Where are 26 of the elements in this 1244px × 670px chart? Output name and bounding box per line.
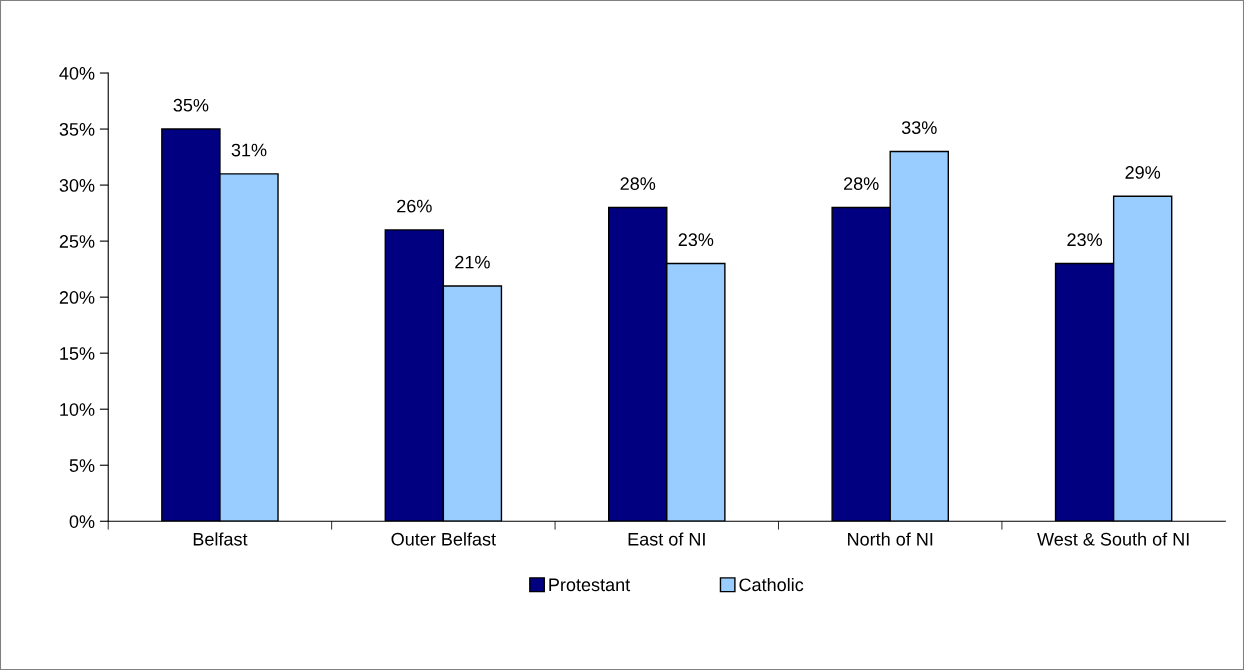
data-label: 29% bbox=[1125, 166, 1161, 179]
x-tick-label: Outer Belfast bbox=[391, 532, 496, 546]
data-label: 31% bbox=[231, 143, 267, 157]
y-tick-label: 15% bbox=[60, 347, 95, 360]
data-label: 35% bbox=[173, 98, 209, 112]
data-label: 28% bbox=[620, 177, 656, 191]
x-tick-label: North of NI bbox=[848, 532, 933, 546]
data-label: 28% bbox=[844, 177, 879, 191]
data-label: 23% bbox=[678, 233, 714, 247]
y-tick-label: 30% bbox=[59, 179, 95, 192]
y-tick-label: 40% bbox=[59, 66, 95, 80]
x-tick-label: East of NI bbox=[628, 532, 705, 546]
y-tick-label: 5% bbox=[69, 459, 95, 472]
data-label: 23% bbox=[1067, 233, 1103, 247]
data-label: 33% bbox=[901, 121, 937, 135]
y-tick-label: 35% bbox=[59, 122, 95, 136]
x-tick-label: West & South of NI bbox=[1037, 532, 1189, 546]
legend-label: Protestant bbox=[549, 578, 631, 592]
y-tick-label: 20% bbox=[59, 291, 95, 304]
data-label: 21% bbox=[455, 255, 490, 269]
data-label: 26% bbox=[397, 199, 432, 213]
x-tick-label: Belfast bbox=[193, 532, 248, 546]
y-tick-label: 25% bbox=[59, 235, 95, 248]
legend-label: Catholic bbox=[739, 577, 804, 592]
y-tick-label: 10% bbox=[60, 403, 95, 416]
y-tick-label: 0% bbox=[69, 515, 95, 528]
